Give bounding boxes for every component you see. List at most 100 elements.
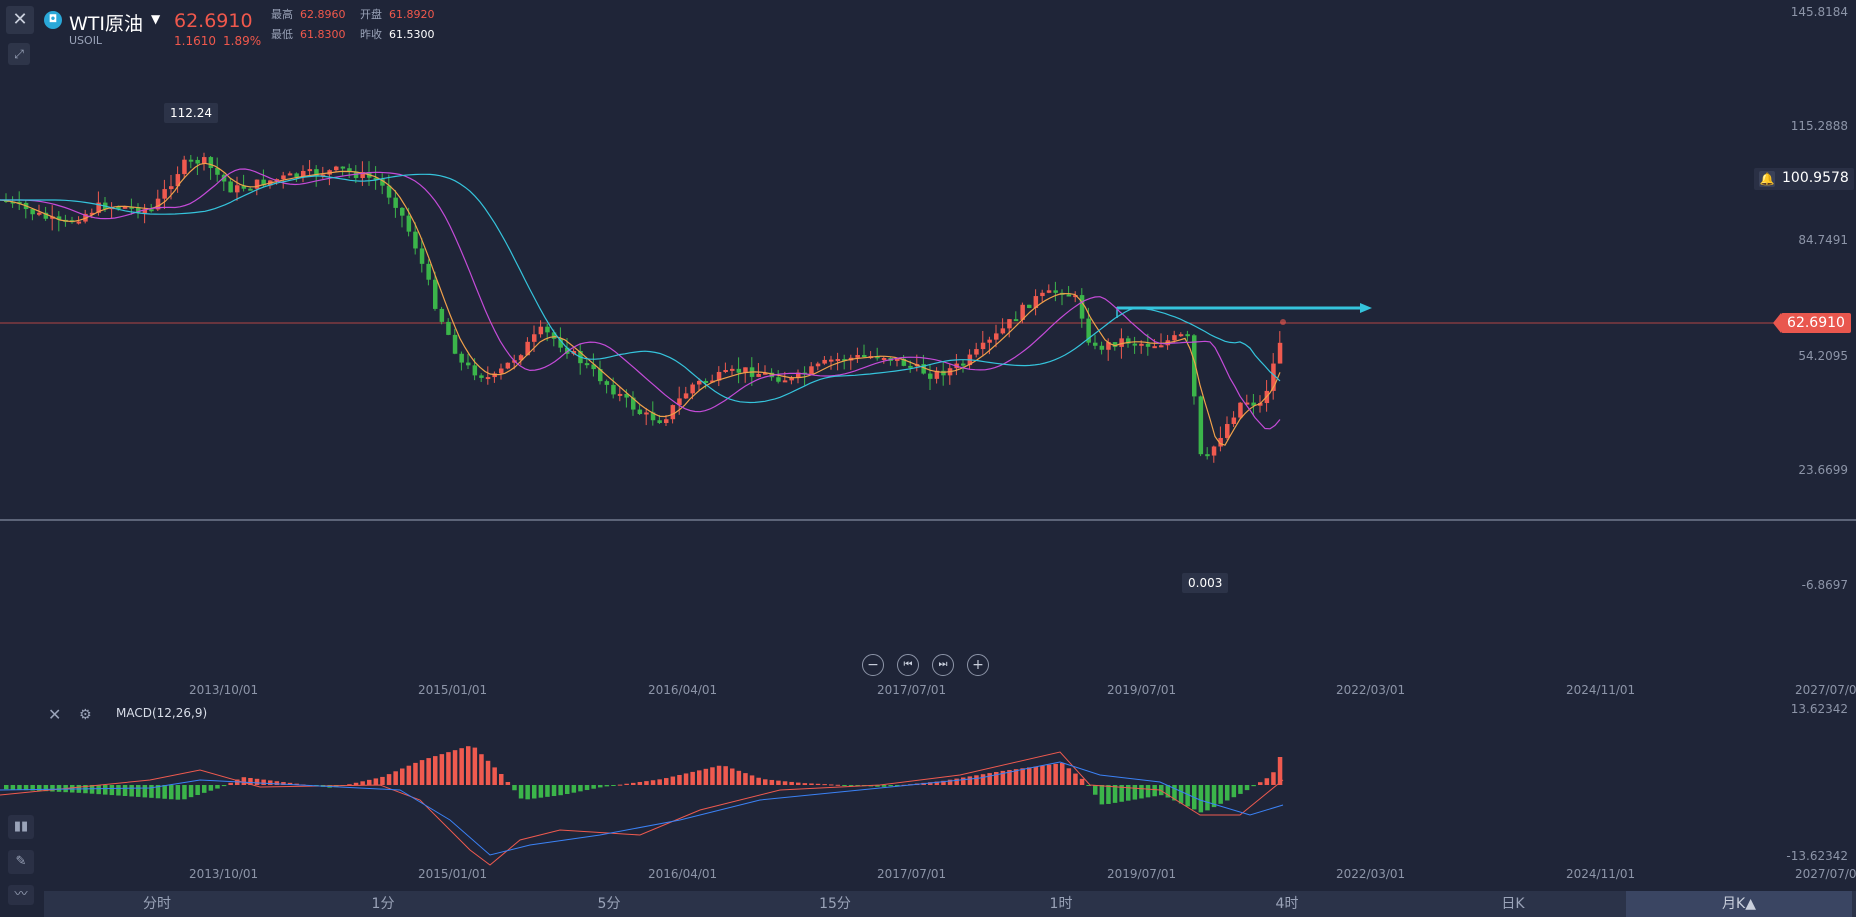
scroll-end-button[interactable]: ⏭ xyxy=(932,654,954,676)
macd-histogram-bar xyxy=(683,773,689,785)
candle-body xyxy=(1119,338,1124,347)
tf-item-4h[interactable]: 4时 xyxy=(1275,896,1299,912)
candle-body xyxy=(1145,343,1151,347)
pencil-icon[interactable]: ✎ xyxy=(8,850,34,874)
macd-histogram-bar xyxy=(188,785,194,798)
macd-histogram-bar xyxy=(994,772,999,785)
candle-body xyxy=(459,353,464,363)
tf-item-5m[interactable]: 5分 xyxy=(597,896,621,912)
price-axis-label: 145.8184 xyxy=(1790,5,1848,19)
candle-body xyxy=(756,373,761,377)
zoom-in-button[interactable]: + xyxy=(967,654,989,676)
macd-histogram-bar xyxy=(360,781,365,785)
macd-histogram-bar xyxy=(1126,785,1131,801)
macd-histogram-bar xyxy=(928,782,933,785)
tf-item-daily[interactable]: 日K xyxy=(1501,896,1525,912)
candle-body xyxy=(1238,402,1243,418)
macd-histogram-bar xyxy=(466,746,471,785)
macd-histogram-bar xyxy=(1198,785,1204,813)
candle-body xyxy=(202,157,207,164)
tf-item-15m[interactable]: 15分 xyxy=(819,896,851,912)
macd-histogram-bar xyxy=(842,785,847,786)
candle-body xyxy=(961,363,966,366)
price-alert-badge[interactable]: 🔔 100.9578 xyxy=(1754,168,1854,190)
candle-body xyxy=(393,197,398,208)
candle-body xyxy=(360,172,365,179)
candle-body xyxy=(617,393,623,396)
indicator-icon[interactable]: 〰 xyxy=(8,885,34,905)
candle-body xyxy=(1139,343,1144,346)
candle-body xyxy=(921,364,926,374)
macd-histogram-bar xyxy=(650,780,656,785)
zoom-out-button[interactable]: − xyxy=(862,654,884,676)
candle-body xyxy=(934,370,940,379)
tf-item-1h[interactable]: 1时 xyxy=(1049,896,1073,912)
settings-icon[interactable]: ⚙ xyxy=(79,707,92,723)
candle-body xyxy=(895,358,900,361)
candle-body xyxy=(875,356,880,359)
candle-body xyxy=(789,377,794,381)
candle-body xyxy=(1211,446,1217,456)
tf-item-1m[interactable]: 1分 xyxy=(371,896,395,912)
macd-histogram-bar xyxy=(1178,785,1184,804)
candle-body xyxy=(1053,290,1058,293)
stat-low: 最低 61.8300 xyxy=(271,28,346,41)
candle-body xyxy=(1066,294,1072,297)
tf-item-time-share[interactable]: 分时 xyxy=(143,896,171,912)
candle-body xyxy=(1251,402,1256,406)
candle-body xyxy=(426,263,431,280)
time-axis-label: 2019/07/01 xyxy=(1107,683,1177,697)
macd-histogram-bar xyxy=(1086,785,1091,786)
candle-body xyxy=(1218,437,1223,447)
candle-body xyxy=(657,420,662,423)
symbol-name[interactable]: WTI原油 xyxy=(69,13,143,35)
close-icon[interactable]: ✕ xyxy=(6,6,34,34)
macd-histogram-bar xyxy=(743,773,748,785)
macd-histogram-bar xyxy=(578,785,583,792)
bell-icon[interactable]: 🔔 xyxy=(1759,171,1775,187)
close-indicator-icon[interactable]: ✕ xyxy=(48,705,62,724)
macd-histogram-bar xyxy=(697,770,702,785)
macd-histogram-bar xyxy=(967,776,973,785)
macd-histogram-bar xyxy=(749,775,755,785)
symbol-dropdown-caret-icon[interactable]: ▼ xyxy=(151,12,161,26)
macd-histogram-bar xyxy=(221,785,227,787)
candle-body xyxy=(155,198,161,210)
candle-body xyxy=(1112,342,1118,347)
candle-body xyxy=(690,384,695,394)
candle-body xyxy=(1205,454,1210,457)
macd-histogram-bar xyxy=(400,768,405,785)
ma-short-line xyxy=(0,162,1281,446)
candle-body xyxy=(584,363,590,366)
scroll-start-button[interactable]: ⏮ xyxy=(897,654,919,676)
candle-body xyxy=(116,206,121,209)
macd-histogram-bar xyxy=(835,784,841,786)
draw-tool-icon[interactable]: ⤢ xyxy=(8,43,30,65)
macd-histogram-bar xyxy=(710,767,715,785)
macd-histogram-bar xyxy=(1053,763,1058,785)
time-axis-label: 2027/07/01 xyxy=(1795,683,1856,697)
price-axis-label: 84.7491 xyxy=(1798,233,1848,247)
tf-item-monthly[interactable]: 月K▲ xyxy=(1626,891,1852,917)
macd-histogram-bar xyxy=(439,754,445,785)
candle-body xyxy=(492,373,497,378)
candle-icon[interactable]: ▮▮ xyxy=(8,815,34,839)
macd-histogram-bar xyxy=(617,784,623,786)
macd-histogram-bar xyxy=(261,779,266,785)
candle-body xyxy=(974,349,979,355)
candle-body xyxy=(452,334,458,354)
candle-body xyxy=(763,372,768,375)
candle-body xyxy=(10,201,16,204)
macd-histogram-bar xyxy=(122,785,128,796)
macd-histogram-bar xyxy=(624,783,629,785)
macd-histogram-bar xyxy=(934,781,940,785)
candle-body xyxy=(683,393,689,399)
candle-body xyxy=(340,166,346,169)
macd-histogram-bar xyxy=(657,779,662,785)
macd-histogram-bar xyxy=(571,785,577,793)
macd-histogram-bar xyxy=(149,785,154,798)
macd-histogram-bar xyxy=(1159,785,1164,796)
price-axis-label: 54.2095 xyxy=(1798,349,1848,363)
macd-histogram-bar xyxy=(202,785,207,793)
